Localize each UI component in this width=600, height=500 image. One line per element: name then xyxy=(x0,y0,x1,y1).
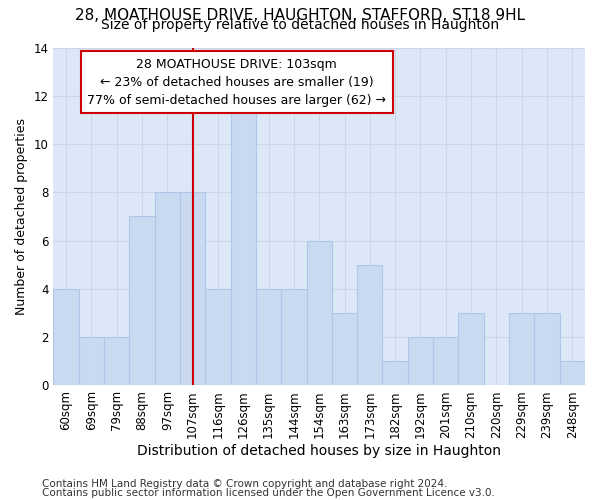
Bar xyxy=(332,313,357,386)
Text: Contains public sector information licensed under the Open Government Licence v3: Contains public sector information licen… xyxy=(42,488,495,498)
Bar xyxy=(155,192,180,386)
Bar xyxy=(256,289,281,386)
Bar xyxy=(509,313,535,386)
Bar xyxy=(130,216,155,386)
Text: Size of property relative to detached houses in Haughton: Size of property relative to detached ho… xyxy=(101,18,499,32)
Bar xyxy=(79,337,104,386)
Y-axis label: Number of detached properties: Number of detached properties xyxy=(15,118,28,315)
Bar xyxy=(205,289,230,386)
Text: 28 MOATHOUSE DRIVE: 103sqm
← 23% of detached houses are smaller (19)
77% of semi: 28 MOATHOUSE DRIVE: 103sqm ← 23% of deta… xyxy=(88,58,386,106)
Bar xyxy=(230,96,256,386)
Text: Contains HM Land Registry data © Crown copyright and database right 2024.: Contains HM Land Registry data © Crown c… xyxy=(42,479,448,489)
Bar xyxy=(53,289,79,386)
X-axis label: Distribution of detached houses by size in Haughton: Distribution of detached houses by size … xyxy=(137,444,501,458)
Bar xyxy=(408,337,433,386)
Bar xyxy=(458,313,484,386)
Bar xyxy=(357,265,382,386)
Bar xyxy=(281,289,307,386)
Bar xyxy=(560,362,585,386)
Bar xyxy=(307,240,332,386)
Bar xyxy=(180,192,205,386)
Bar xyxy=(535,313,560,386)
Bar xyxy=(433,337,458,386)
Bar xyxy=(382,362,408,386)
Bar xyxy=(104,337,130,386)
Text: 28, MOATHOUSE DRIVE, HAUGHTON, STAFFORD, ST18 9HL: 28, MOATHOUSE DRIVE, HAUGHTON, STAFFORD,… xyxy=(75,8,525,22)
